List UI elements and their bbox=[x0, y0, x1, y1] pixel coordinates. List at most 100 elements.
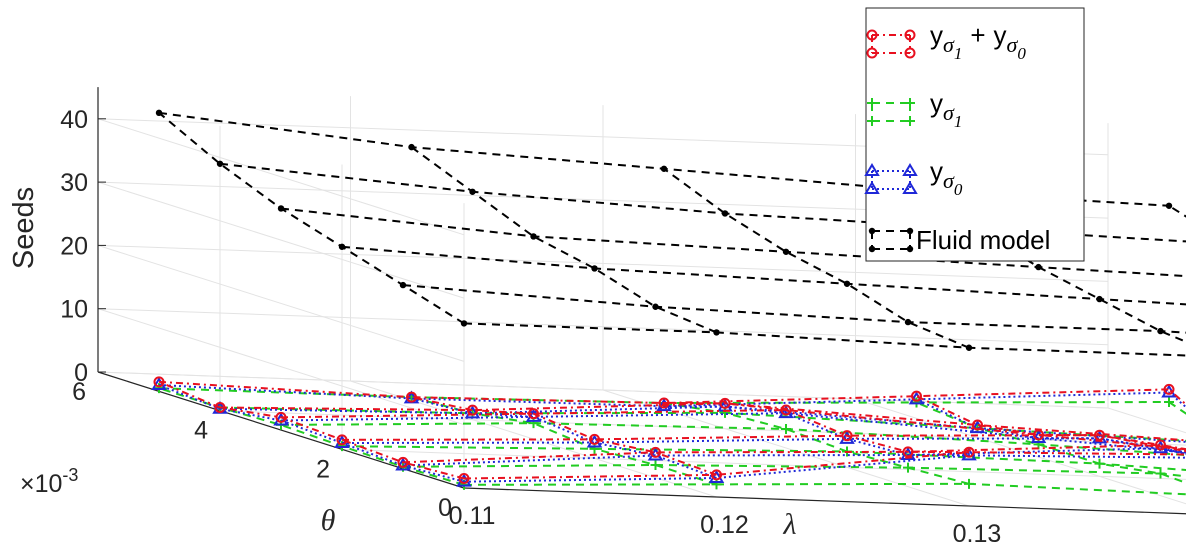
data-point bbox=[214, 402, 226, 414]
series-line bbox=[463, 482, 1186, 496]
data-point bbox=[1035, 263, 1042, 271]
legend-sample-sigma0 bbox=[864, 163, 918, 194]
z-tick-label: 10 bbox=[60, 296, 88, 324]
data-point bbox=[780, 404, 792, 416]
data-point bbox=[781, 424, 791, 435]
legend-label-sigma1: yσ1 bbox=[930, 88, 962, 131]
y-axis-multiplier: ×10-3 bbox=[20, 465, 78, 498]
data-point bbox=[652, 303, 659, 310]
data-point bbox=[460, 320, 468, 327]
y-multiplier-base: ×10 bbox=[20, 470, 62, 498]
data-point bbox=[1155, 439, 1166, 451]
x-tick-label: 0.13 bbox=[953, 520, 1002, 545]
series-line bbox=[463, 322, 1186, 357]
x-axis-label: λ bbox=[783, 508, 797, 541]
series-line bbox=[663, 405, 970, 457]
data-point bbox=[964, 478, 974, 489]
z-tick-label: 40 bbox=[60, 106, 88, 134]
data-point bbox=[972, 419, 983, 431]
legend-label-fluid: Fluid model bbox=[916, 225, 1050, 255]
z-tick-label: 20 bbox=[60, 232, 88, 260]
data-point bbox=[841, 430, 853, 442]
data-point bbox=[277, 205, 285, 212]
data-point bbox=[904, 318, 912, 326]
series-line bbox=[341, 437, 1186, 455]
data-point bbox=[720, 407, 730, 418]
data-point bbox=[528, 418, 539, 429]
series-line bbox=[158, 380, 465, 480]
legend-sample-fluid bbox=[868, 227, 914, 253]
z-axis-label: Seeds bbox=[8, 187, 40, 269]
y-tick-label: 2 bbox=[316, 455, 330, 483]
series-line bbox=[1168, 204, 1186, 218]
legend-marker bbox=[902, 181, 918, 194]
data-point bbox=[216, 160, 224, 167]
grid-line bbox=[97, 371, 1109, 409]
data-point bbox=[721, 210, 729, 217]
series-line bbox=[411, 396, 717, 476]
data-point bbox=[1094, 429, 1105, 441]
data-point bbox=[1157, 327, 1164, 335]
legend-entry-sigma1: yσ1 bbox=[867, 88, 962, 131]
legend-label-sum: yσ1+ yσ0 bbox=[930, 20, 1026, 63]
series-line bbox=[158, 112, 465, 325]
data-point bbox=[153, 376, 165, 388]
series-line bbox=[663, 167, 970, 349]
legend-sample-sum bbox=[866, 29, 916, 59]
data-point bbox=[782, 248, 790, 255]
data-point bbox=[528, 408, 539, 420]
series-line bbox=[916, 398, 1186, 454]
data-point bbox=[399, 281, 407, 289]
y-tick-label: 6 bbox=[72, 378, 86, 406]
legend-entry-sigma0: yσ0 bbox=[864, 156, 963, 199]
grid-line bbox=[97, 181, 465, 299]
data-point bbox=[469, 188, 476, 195]
data-point bbox=[1155, 468, 1166, 479]
data-point bbox=[650, 446, 661, 458]
data-point bbox=[1094, 458, 1105, 469]
data-point bbox=[1033, 429, 1044, 441]
data-point bbox=[650, 460, 661, 471]
legend-marker bbox=[902, 163, 918, 176]
data-point bbox=[591, 265, 598, 272]
data-point bbox=[458, 473, 470, 485]
grid-line bbox=[1107, 407, 1186, 434]
data-point bbox=[658, 397, 670, 409]
data-point bbox=[1163, 383, 1175, 395]
series-line bbox=[663, 402, 970, 454]
data-point bbox=[965, 344, 973, 351]
data-point bbox=[1164, 397, 1174, 408]
legend-entry-sum: yσ1+ yσ0 bbox=[866, 20, 1026, 63]
y-axis-label: θ bbox=[321, 504, 336, 537]
data-point bbox=[467, 404, 478, 416]
series-line bbox=[410, 146, 717, 334]
data-point bbox=[155, 109, 163, 117]
data-point bbox=[903, 462, 913, 473]
x-tick-label: 0.12 bbox=[700, 511, 749, 539]
legend-marker bbox=[904, 47, 916, 59]
legend-entry-fluid: Fluid model bbox=[868, 225, 1050, 255]
z-tick-label: 0 bbox=[74, 359, 88, 387]
legend-box bbox=[865, 7, 1085, 262]
data-point bbox=[711, 479, 722, 490]
series-line bbox=[402, 444, 1186, 464]
data-point bbox=[711, 469, 722, 481]
y-multiplier-exponent: -3 bbox=[62, 465, 78, 485]
y-tick-label: 0 bbox=[438, 494, 452, 522]
y-tick-label: 4 bbox=[194, 417, 208, 445]
z-tick-label: 30 bbox=[60, 169, 88, 197]
axis-line bbox=[463, 487, 1186, 515]
data-point bbox=[963, 446, 975, 458]
series-line bbox=[411, 396, 717, 486]
series-line bbox=[158, 384, 1170, 408]
data-point bbox=[397, 456, 409, 468]
series-line bbox=[402, 284, 1186, 334]
data-point bbox=[1096, 295, 1103, 303]
data-point bbox=[713, 329, 720, 336]
data-point bbox=[530, 233, 537, 240]
series-line bbox=[916, 395, 1186, 451]
data-point bbox=[843, 280, 851, 287]
grid-line bbox=[463, 487, 1186, 515]
legend-marker bbox=[864, 163, 880, 176]
